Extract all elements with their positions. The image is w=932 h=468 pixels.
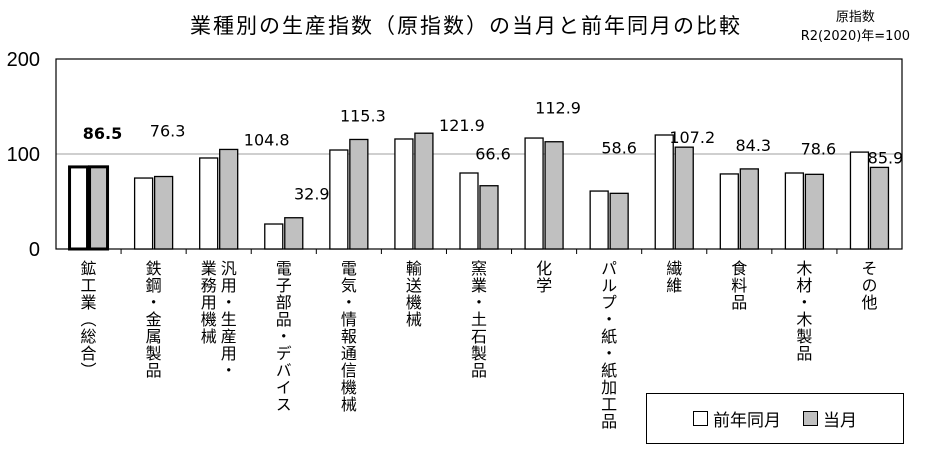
legend-swatch-prev <box>693 411 708 426</box>
category-label: 輸送機械 <box>402 260 422 328</box>
data-label: 66.6 <box>475 145 511 164</box>
bar-cur <box>284 217 304 250</box>
bar-cur <box>804 173 825 250</box>
bar-prev <box>589 190 609 250</box>
bar-cur <box>869 166 890 250</box>
bar-prev <box>719 173 739 250</box>
category-label-line: 汎用・生産用・ <box>217 260 237 379</box>
data-label: 84.3 <box>735 136 771 155</box>
bar-cur <box>609 192 629 250</box>
data-label: 121.9 <box>439 116 485 135</box>
bar-cur <box>219 148 239 250</box>
category-label-line: 業務用機械 <box>197 260 217 345</box>
category-label-line: 電子部品・デバイス <box>272 260 292 413</box>
data-label: 85.9 <box>868 148 904 167</box>
category-label: 木材・木製品 <box>792 260 812 362</box>
data-label: 112.9 <box>535 99 581 118</box>
category-label: その他 <box>857 260 877 311</box>
legend-swatch-cur <box>803 411 818 426</box>
y-tick-label: 200 <box>7 49 40 71</box>
category-label: 電気・情報通信機械 <box>337 260 357 413</box>
bar-prev <box>524 137 544 250</box>
data-label: 104.8 <box>244 130 290 149</box>
category-label: パルプ・紙・紙加工品 <box>597 260 617 430</box>
unit-note: 原指数 R2(2020)年=100 <box>801 8 910 46</box>
category-label: 繊維 <box>662 260 682 294</box>
category-label-line: その他 <box>858 260 878 311</box>
category-label-line: 鉄鋼・金属製品 <box>142 260 162 379</box>
category-label-line: 食料品 <box>728 260 748 311</box>
bar-prev <box>199 157 219 250</box>
category-label: 汎用・生産用・ 業務用機械 <box>197 260 237 379</box>
bar-cur <box>479 185 499 250</box>
bar-cur <box>739 168 759 250</box>
bar-prev <box>849 151 870 250</box>
data-label: 32.9 <box>294 185 330 204</box>
data-label: 78.6 <box>801 139 837 158</box>
data-label: 115.3 <box>340 106 386 125</box>
bar-cur <box>674 146 694 250</box>
category-label-line: 化学 <box>533 260 553 294</box>
category-label-line: 輸送機械 <box>402 260 422 328</box>
bar-prev <box>394 138 414 250</box>
bar-cur <box>544 141 564 250</box>
category-label-line: パルプ・紙・紙加工品 <box>598 260 618 430</box>
bar-prev <box>784 172 805 250</box>
bar-cur <box>414 132 434 250</box>
legend-item-prev: 前年同月 <box>693 406 781 431</box>
bar-cur <box>88 165 110 251</box>
data-label: 86.5 <box>83 124 122 143</box>
category-label-line: 鉱工業（総合） <box>77 260 97 379</box>
data-label: 58.6 <box>601 138 637 157</box>
category-label-line: 繊維 <box>663 260 683 294</box>
data-label: 76.3 <box>150 122 186 141</box>
bar-prev <box>133 177 154 250</box>
legend-label-prev: 前年同月 <box>713 411 781 431</box>
category-label: 窯業・土石製品 <box>467 260 487 379</box>
category-label-line: 木材・木製品 <box>793 260 813 362</box>
bar-prev <box>459 172 479 250</box>
category-label: 食料品 <box>727 260 747 311</box>
y-tick-label: 0 <box>29 239 40 261</box>
data-label: 107.2 <box>669 128 715 147</box>
category-label: 鉱工業（総合） <box>77 260 97 379</box>
category-label: 電子部品・デバイス <box>272 260 292 413</box>
legend-label-cur: 当月 <box>823 411 857 431</box>
category-label: 鉄鋼・金属製品 <box>142 260 162 379</box>
legend: 前年同月 当月 <box>646 393 904 444</box>
y-tick-label: 100 <box>7 144 40 166</box>
category-label: 化学 <box>532 260 552 294</box>
unit-line-2: R2(2020)年=100 <box>800 29 910 44</box>
category-label-line: 電気・情報通信機械 <box>337 260 357 413</box>
unit-line-1: 原指数 <box>835 10 875 25</box>
bar-prev <box>264 223 284 250</box>
bar-prev <box>68 165 90 251</box>
legend-item-cur: 当月 <box>803 406 857 431</box>
bar-prev <box>654 134 674 250</box>
chart-title: 業種別の生産指数（原指数）の当月と前年同月の比較 <box>190 14 742 38</box>
plot-frame <box>55 58 903 250</box>
category-label-line: 窯業・土石製品 <box>468 260 487 379</box>
bar-prev <box>329 149 349 250</box>
bar-cur <box>349 138 369 250</box>
bar-cur <box>153 175 174 250</box>
